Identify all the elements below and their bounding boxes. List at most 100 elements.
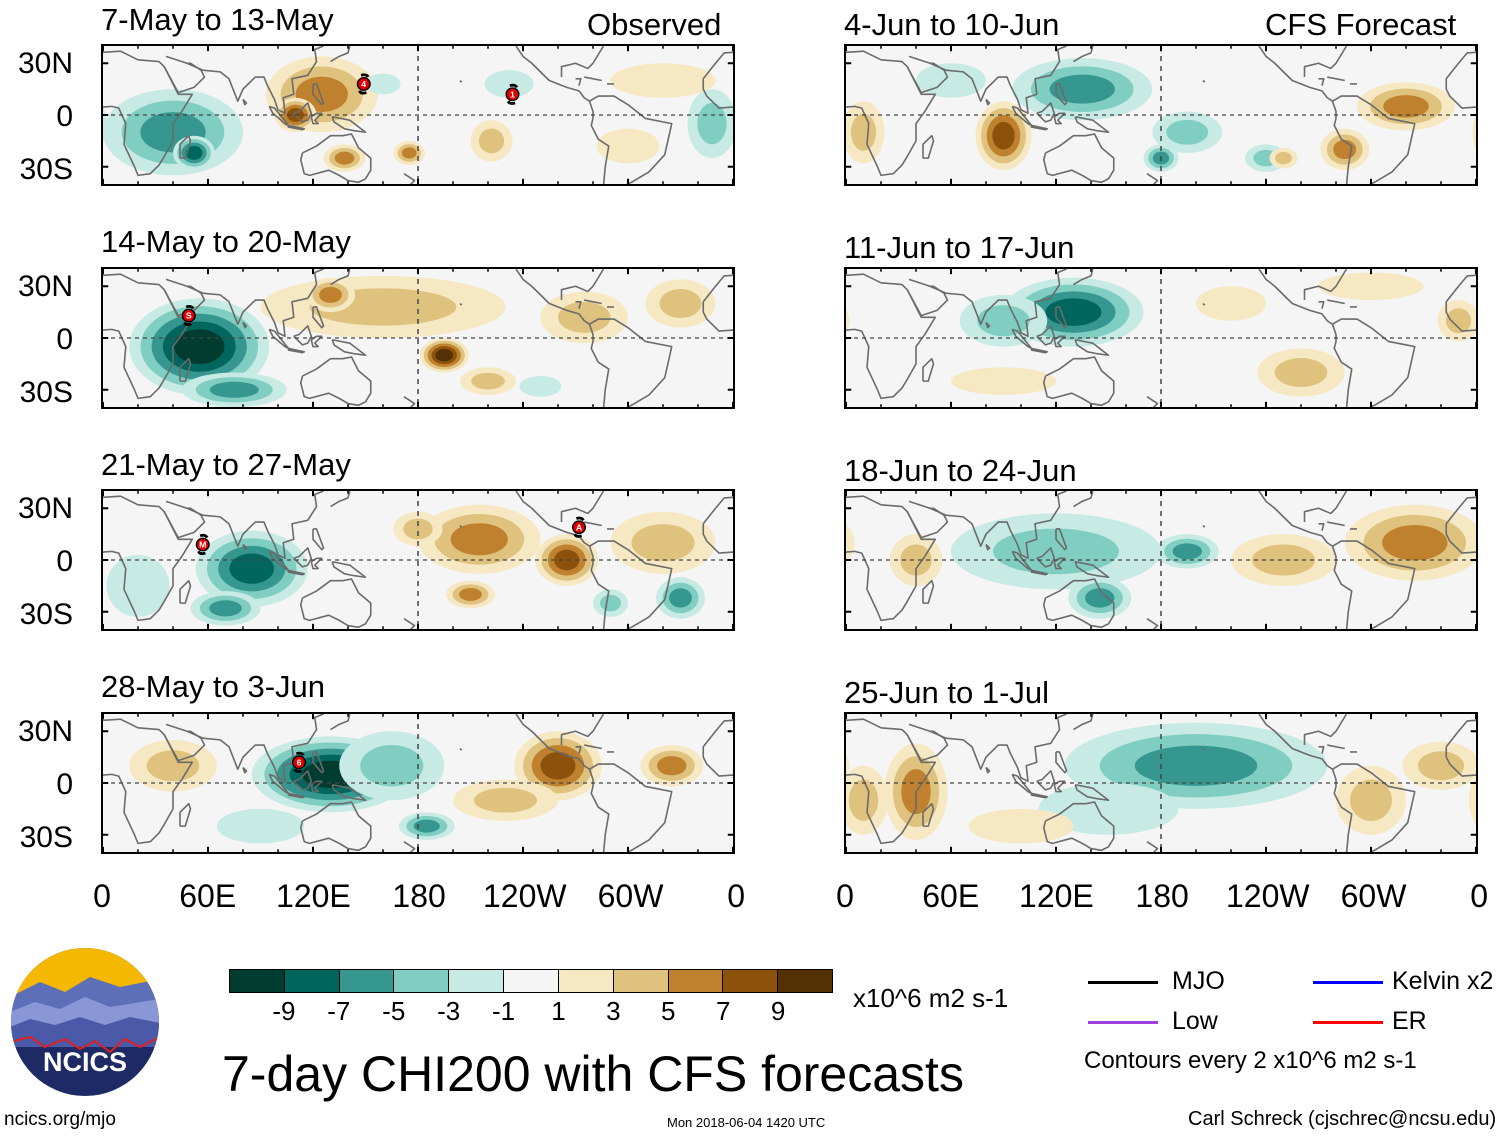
colorbar-tick-label: 5 [661,996,676,1026]
coastline [1054,781,1065,791]
anomaly-contour [471,372,505,390]
coastline [1012,551,1031,570]
lat-label: 30N [17,47,73,80]
anomaly-contour [916,63,986,98]
coastline [460,749,462,751]
colorbar-swatch [504,970,559,992]
coastline [1305,491,1347,522]
coastline [516,714,672,852]
lat-label: 30S [19,153,73,186]
coastline [187,491,324,558]
anomaly-contour [1469,776,1476,825]
coastline [180,136,191,158]
anomaly-contour [401,147,417,159]
tropical-cyclone-marker[interactable]: A [571,516,586,538]
map-canvas: S [103,269,733,407]
colorbar-tick-label: -7 [327,996,351,1026]
coastline [103,719,192,843]
cyclone-icon [195,537,210,552]
anomaly-contour [450,523,508,556]
anomaly-contour [1049,74,1115,104]
anomaly-contour [1196,286,1266,321]
coastline [907,279,947,315]
tropical-cyclone-marker[interactable]: 6 [292,751,307,773]
coastline [1032,125,1048,129]
coastline [1333,324,1352,407]
coastline [576,302,581,309]
anomaly-contour [209,600,242,617]
observed-label: Observed [587,7,722,42]
anomaly-contour [596,128,660,164]
map-canvas [846,714,1476,852]
cyclone-label: S [186,311,192,321]
anomaly-contour [1252,544,1315,576]
coastline [269,329,288,348]
coastline [180,804,191,826]
coastline [1012,106,1031,125]
map-canvas [846,46,1476,184]
coastline [1327,300,1345,303]
colorbar-tick-label: 7 [715,996,731,1026]
coastline [289,570,305,574]
anomaly-contour [146,750,200,782]
legend-line-low [1088,1021,1158,1024]
coastline [986,767,990,772]
coastline [269,551,288,570]
cyclone-icon [571,520,586,535]
tropical-cyclone-marker[interactable]: 4 [356,73,371,95]
cyclone-arm-icon [358,73,370,95]
coastline [301,134,371,182]
site-link[interactable]: ncics.org/mjo [4,1109,116,1130]
lon-label: 0 [93,878,111,914]
lat-label: 30S [19,821,73,854]
cyclone-icon [356,77,371,91]
legend-label-kelvin: Kelvin x2 [1392,967,1494,995]
lon-label: 0 [836,878,854,914]
coastline [269,106,288,125]
anomaly-contour [1333,139,1357,160]
coastline [516,46,672,184]
coastline [930,714,1067,781]
coastline [313,307,324,328]
ncics-logo: NCICS [11,948,159,1096]
anomaly-contour [334,151,355,165]
cyclone-arm-icon [506,83,519,105]
coastline [1012,329,1031,348]
lon-label: 0 [727,878,746,914]
coastline [311,558,322,568]
coastline [103,51,192,175]
coastline [846,274,935,398]
colorbar-swatch [284,970,340,992]
map-panel-forecast-3 [844,489,1478,631]
coastline [986,544,990,549]
coastline [930,269,1067,336]
anomaly-contour [1275,151,1292,165]
coastline [460,81,462,83]
anomaly-contour [631,524,695,562]
coastline [1056,752,1067,773]
anomaly-contour [846,755,850,776]
coastline [590,324,609,407]
cyclone-label: M [199,540,206,550]
map-panel-observed-2: S [101,267,735,409]
map-panel-forecast-4 [844,712,1478,854]
coastline [164,56,204,92]
tropical-cyclone-marker[interactable]: S [181,305,196,327]
tropical-cyclone-marker[interactable]: M [195,533,210,556]
lon-label: 120W [483,878,567,914]
colorbar-swatch [449,970,505,992]
colorbar-tick-label: -1 [491,996,516,1026]
anomaly-contour [1383,95,1429,118]
coastline [986,322,990,327]
anomaly-contour [1085,588,1115,608]
lon-label: 120E [276,878,351,914]
anomaly-contour [554,549,580,571]
panel-title: 21-May to 27-May [101,447,351,482]
coastline [584,77,602,80]
lat-label: 30N [17,270,73,303]
figure-title: 7-day CHI200 with CFS forecasts [222,1046,964,1102]
tropical-cyclone-marker[interactable]: 1 [505,83,520,105]
coastline [332,562,365,578]
coastline [923,359,934,381]
legend-line-mjo [1088,981,1158,984]
